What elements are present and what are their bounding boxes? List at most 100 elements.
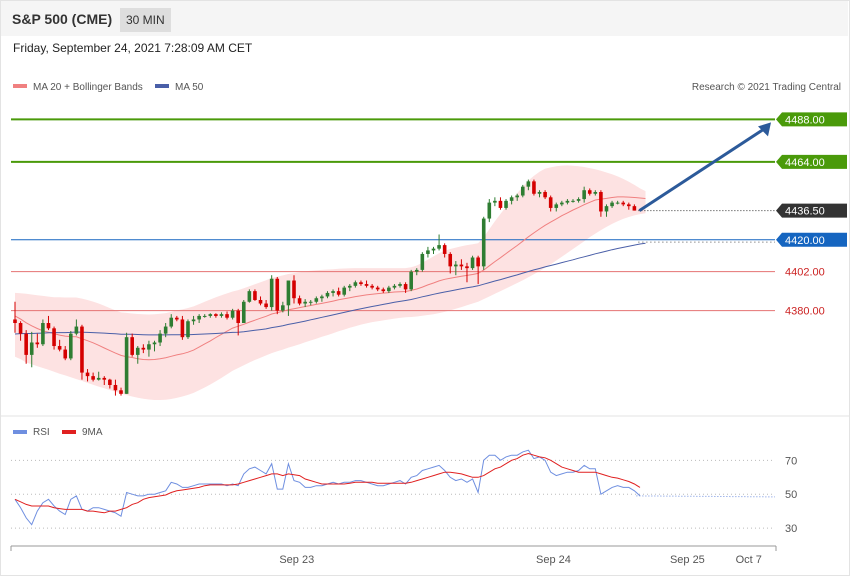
- candle-body: [493, 200, 497, 203]
- candle-body: [230, 310, 235, 318]
- legend-rsi-label: RSI: [33, 427, 50, 438]
- level-resistance-label: 4464.00: [785, 157, 825, 169]
- header-bar: S&P 500 (CME) 30 MIN: [1, 1, 848, 36]
- candle: [141, 344, 146, 354]
- candle-body: [214, 314, 218, 316]
- moving-averages-layer: [14, 196, 646, 361]
- candle: [403, 282, 408, 293]
- candle-body: [543, 191, 547, 198]
- candle: [554, 202, 559, 212]
- candle-body: [459, 264, 464, 267]
- candle-body: [24, 333, 28, 355]
- candle-body: [420, 253, 425, 270]
- candle-body: [532, 181, 536, 194]
- candle: [308, 299, 313, 306]
- candle-body: [297, 298, 302, 304]
- candle-body: [392, 285, 397, 288]
- candle-body: [632, 206, 637, 211]
- candle-body: [504, 200, 508, 208]
- candle: [627, 202, 631, 210]
- candle: [582, 186, 586, 203]
- candle: [96, 371, 101, 381]
- level-target-label: 4380.00: [785, 306, 825, 318]
- candle-body: [96, 377, 101, 380]
- candle: [320, 294, 324, 302]
- candle: [476, 255, 480, 285]
- candle: [409, 269, 413, 292]
- candle: [448, 252, 453, 274]
- candle-body: [599, 191, 603, 212]
- candle: [331, 289, 335, 297]
- candle: [375, 285, 380, 292]
- candle-body: [359, 282, 363, 285]
- candle: [63, 346, 68, 361]
- candle: [348, 284, 352, 292]
- candle-body: [331, 291, 335, 293]
- level-support-tag: [776, 232, 847, 247]
- candle-body: [565, 200, 570, 203]
- candle: [325, 291, 330, 299]
- candle-body: [247, 291, 252, 302]
- candle-body: [292, 280, 296, 299]
- candle-body: [113, 384, 118, 391]
- candle: [186, 319, 190, 339]
- candle-body: [454, 264, 458, 267]
- candle-body: [158, 333, 162, 343]
- candle: [470, 255, 475, 270]
- candle: [420, 252, 425, 272]
- candle: [459, 259, 464, 270]
- candle: [632, 204, 637, 211]
- candle: [465, 262, 469, 283]
- candle-body: [476, 257, 480, 267]
- candle: [163, 323, 168, 338]
- candle: [241, 299, 246, 324]
- candle-body: [336, 291, 341, 295]
- candle-body: [13, 319, 17, 324]
- candle: [359, 280, 363, 286]
- candle: [69, 330, 73, 361]
- candle-body: [46, 323, 51, 329]
- rsi-panel: 70 50 30: [11, 449, 797, 535]
- candle: [253, 289, 257, 301]
- candle: [202, 314, 207, 318]
- candle-body: [537, 191, 542, 194]
- level-resistance-tag: [776, 154, 847, 169]
- candle: [35, 333, 40, 348]
- candle: [113, 379, 118, 396]
- candle-body: [303, 301, 307, 304]
- candle: [414, 268, 419, 276]
- candle-body: [202, 315, 207, 317]
- bollinger-band-layer: [15, 165, 646, 400]
- x-tick-label: Sep 25: [670, 554, 705, 566]
- candle: [230, 308, 235, 320]
- level-price-label: 4436.50: [785, 206, 825, 218]
- candle-body: [431, 248, 436, 251]
- level-tags-layer: 4488.00 4464.00 4436.50 4420.00 4402.00 4380.…: [776, 112, 847, 318]
- candle: [102, 376, 107, 385]
- candle: [493, 197, 497, 207]
- candle-body: [80, 326, 84, 373]
- candle: [269, 275, 274, 311]
- candle: [275, 276, 280, 315]
- candle: [599, 190, 603, 217]
- ma20-line: [14, 196, 646, 361]
- timeframe-badge[interactable]: 30 MIN: [120, 8, 171, 32]
- candle-body: [587, 190, 592, 194]
- candle-body: [74, 326, 79, 334]
- candle: [543, 190, 547, 200]
- candle-body: [69, 333, 73, 359]
- rsi-line: [14, 449, 641, 526]
- candle-body: [163, 326, 168, 334]
- candle: [487, 199, 492, 223]
- candle-body: [197, 315, 201, 320]
- candle: [532, 179, 536, 196]
- price-levels-layer: [11, 118, 775, 312]
- candle: [152, 340, 157, 352]
- candle-body: [141, 347, 146, 350]
- rsi-ma-line: [14, 452, 641, 514]
- forecast-arrow-layer: [638, 122, 771, 212]
- candle-body: [241, 301, 246, 324]
- candle-body: [152, 342, 157, 345]
- candle-body: [498, 200, 503, 208]
- candle-body: [102, 377, 107, 380]
